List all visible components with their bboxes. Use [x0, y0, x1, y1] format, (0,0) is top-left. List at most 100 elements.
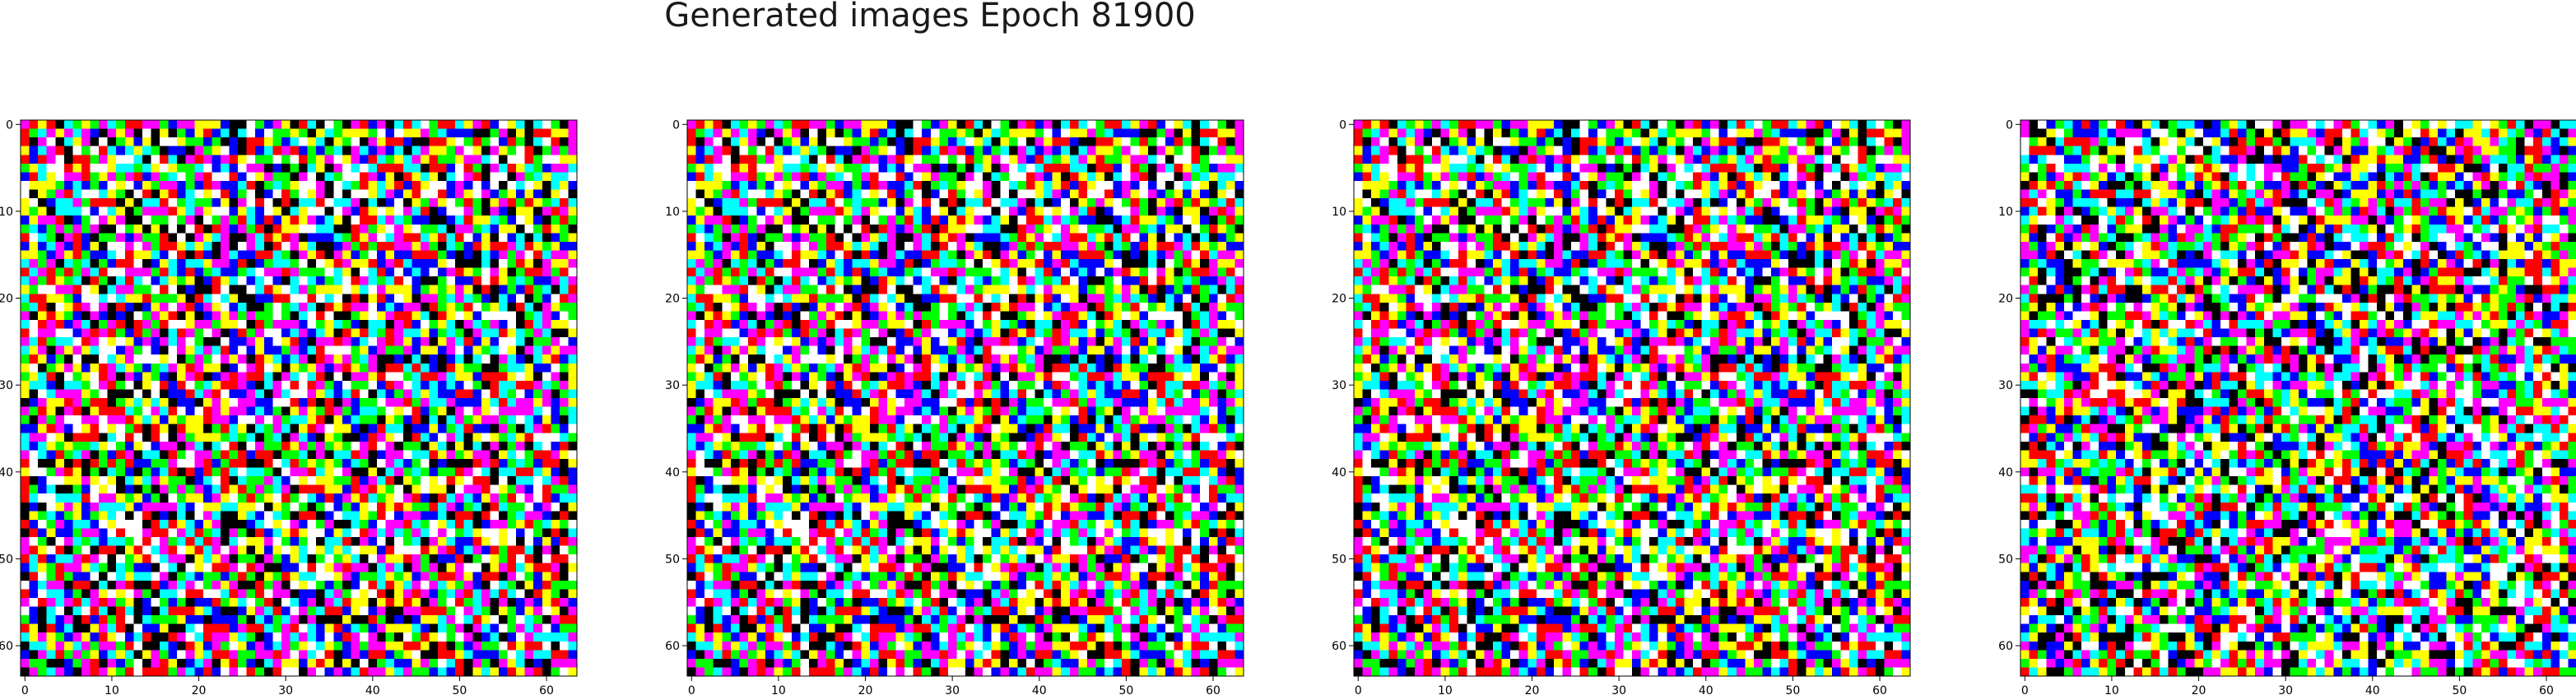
pixel [1053, 120, 1062, 129]
pixel [91, 329, 100, 338]
pixel [38, 667, 47, 676]
pixel [21, 398, 30, 407]
pixel [412, 520, 421, 529]
pixel [38, 320, 47, 329]
pixel [904, 155, 914, 164]
pixel [1131, 215, 1140, 225]
pixel [333, 503, 342, 512]
pixel [472, 242, 481, 251]
pixel [169, 259, 178, 268]
pixel [81, 233, 91, 242]
pixel [1192, 137, 1201, 146]
pixel [203, 642, 212, 651]
pixel [499, 485, 508, 494]
pixel [904, 215, 914, 225]
pixel [342, 207, 351, 216]
pixel [1009, 225, 1018, 234]
pixel [38, 337, 47, 346]
pixel [568, 415, 577, 424]
pixel [177, 554, 186, 563]
pixel [55, 424, 64, 433]
pixel [878, 181, 887, 190]
pixel [351, 650, 360, 659]
pixel [386, 503, 395, 512]
pixel [230, 294, 239, 303]
pixel [272, 615, 281, 624]
pixel [47, 433, 56, 442]
pixel [1183, 120, 1192, 129]
pixel [108, 581, 117, 590]
image-panel-1: 0 10 20 30 40 50 600102030405060 [0, 118, 577, 695]
pixel [551, 137, 560, 146]
pixel [1148, 207, 1157, 216]
pixel [125, 285, 134, 294]
pixel [247, 554, 256, 563]
pixel [351, 250, 360, 259]
pixel [142, 520, 151, 529]
pixel [186, 442, 195, 451]
pixel [499, 650, 508, 659]
pixel [516, 632, 525, 642]
pixel [133, 207, 142, 216]
pixel [38, 598, 47, 607]
pixel [38, 615, 47, 624]
pixel [551, 268, 560, 277]
pixel [72, 546, 81, 555]
pixel [133, 276, 142, 285]
pixel [739, 155, 748, 164]
pixel [116, 354, 125, 364]
pixel [560, 137, 569, 146]
pixel [1078, 207, 1087, 216]
pixel [72, 424, 81, 433]
pixel [542, 259, 551, 268]
pixel [64, 198, 73, 207]
pixel [765, 190, 774, 199]
pixel [835, 120, 844, 129]
pixel [203, 320, 212, 329]
pixel [800, 137, 809, 146]
pixel [360, 276, 369, 285]
pixel [1078, 190, 1087, 199]
pixel [1070, 190, 1079, 199]
pixel [360, 537, 369, 546]
pixel [308, 259, 317, 268]
pixel [290, 450, 299, 459]
pixel [1070, 137, 1079, 146]
pixel [194, 294, 203, 303]
pixel [525, 233, 534, 242]
pixel [533, 225, 542, 234]
pixel [1165, 129, 1174, 138]
pixel [748, 215, 757, 225]
pixel [447, 563, 456, 572]
pixel [525, 181, 534, 190]
pixel [1035, 120, 1044, 129]
pixel [533, 468, 542, 477]
pixel [125, 164, 134, 173]
pixel [212, 433, 221, 442]
pixel [255, 415, 264, 424]
pixel [447, 468, 456, 477]
pixel [983, 207, 992, 216]
pixel [91, 242, 100, 251]
pixel [560, 563, 569, 572]
pixel [142, 598, 151, 607]
pixel [394, 320, 403, 329]
pixel [177, 572, 186, 581]
pixel [169, 520, 178, 529]
pixel [1192, 181, 1201, 190]
pixel [774, 225, 783, 234]
pixel [516, 129, 525, 138]
pixel [447, 155, 456, 164]
pixel [81, 598, 91, 607]
pixel [238, 433, 247, 442]
pixel [377, 493, 386, 503]
pixel [560, 242, 569, 251]
pixel [342, 415, 351, 424]
pixel [230, 589, 239, 598]
pixel [91, 129, 100, 138]
pixel [64, 354, 73, 364]
pixel [403, 433, 412, 442]
pixel [133, 294, 142, 303]
pixel [1131, 146, 1140, 155]
pixel [481, 172, 491, 181]
